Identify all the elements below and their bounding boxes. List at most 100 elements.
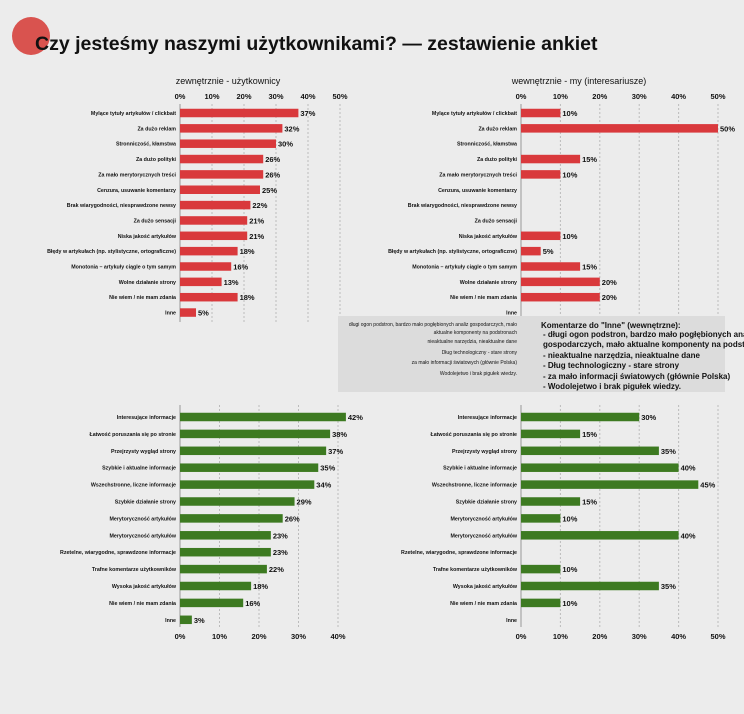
category-label: Wysoka jakość artykułów <box>112 584 177 590</box>
comment-line: długi ogon podstron, bardzo mało pogłębi… <box>348 322 517 336</box>
category-label: Wszechstronne, liczne informacje <box>432 483 517 489</box>
bar <box>521 480 699 489</box>
bar <box>521 108 561 118</box>
category-label: Za dużo sensacji <box>475 218 518 224</box>
category-label: Cenzura, usuwanie komentarzy <box>97 188 176 194</box>
category-label: Rzetelne, wiarygodne, sprawdzone informa… <box>401 550 517 556</box>
data-label: 35% <box>661 582 676 591</box>
bar <box>180 292 238 302</box>
category-label: Za mało merytorycznych treści <box>98 172 176 178</box>
bar <box>180 200 251 210</box>
data-label: 22% <box>269 565 284 574</box>
data-label: 15% <box>582 263 597 272</box>
data-label: 45% <box>700 481 715 490</box>
bar <box>180 547 271 557</box>
data-label: 21% <box>249 232 264 241</box>
tick-label: 20% <box>236 92 251 101</box>
category-label: Cenzura, usuwanie komentarzy <box>438 188 517 194</box>
bar <box>521 463 679 472</box>
bar <box>180 463 319 472</box>
data-label: 15% <box>582 155 597 164</box>
tick-label: 20% <box>592 632 607 641</box>
category-label: Merytoryczność artykułów <box>450 533 517 539</box>
category-label: Stronniczość, kłamstwa <box>116 142 176 148</box>
bar <box>180 514 283 523</box>
panel-title: wewnętrznie - my (interesariusze) <box>511 76 647 86</box>
bar <box>180 615 192 625</box>
bar <box>521 170 561 179</box>
category-label: Trafne komentarze użytkowników <box>433 567 518 573</box>
category-label: Interesujące informacje <box>117 415 176 421</box>
tick-label: 50% <box>332 92 347 101</box>
data-label: 16% <box>233 263 248 272</box>
category-label: Trafne komentarze użytkowników <box>92 567 177 573</box>
tick-label: 0% <box>516 632 527 641</box>
tick-label: 30% <box>632 92 647 101</box>
data-label: 40% <box>681 531 696 540</box>
bar <box>180 108 299 118</box>
bar <box>521 429 581 439</box>
category-label: Merytoryczność artykułów <box>109 533 176 539</box>
category-label: Interesujące informacje <box>458 415 517 421</box>
data-label: 25% <box>262 186 277 195</box>
bar <box>521 277 600 287</box>
category-label: Szybkie i aktualne informacje <box>443 466 517 472</box>
data-label: 26% <box>265 170 280 179</box>
bar <box>180 262 232 271</box>
bar <box>180 531 271 540</box>
tick-label: 30% <box>291 632 306 641</box>
data-label: 18% <box>253 582 268 591</box>
bar <box>180 170 264 179</box>
panel-title: zewnętrznie - użytkownicy <box>176 76 281 86</box>
category-label: Wolne działanie strony <box>460 280 517 286</box>
data-label: 10% <box>562 170 577 179</box>
tick-label: 0% <box>175 632 186 641</box>
data-label: 3% <box>194 616 205 625</box>
category-label: Za dużo sensacji <box>134 218 177 224</box>
category-label: Monotonia – artykuły ciągle o tym samym <box>412 265 517 271</box>
bar <box>180 246 238 256</box>
data-label: 37% <box>328 447 343 456</box>
data-label: 40% <box>681 464 696 473</box>
comments-categories: długi ogon podstron, bardzo mało pogłębi… <box>347 322 517 379</box>
data-label: 35% <box>320 464 335 473</box>
data-label: 10% <box>562 109 577 118</box>
category-label: Błędy w artykułach (np. stylistyczne, or… <box>388 249 517 255</box>
bar <box>521 246 541 256</box>
category-label: Wolne działanie strony <box>119 280 176 286</box>
category-label: Wszechstronne, liczne informacje <box>91 483 176 489</box>
bar <box>180 429 331 439</box>
bar <box>180 446 327 456</box>
category-label: Rzetelne, wiarygodne, sprawdzone informa… <box>60 550 176 556</box>
comments-text: - długi ogon podstron, bardzo mało pogłę… <box>543 330 744 392</box>
data-label: 23% <box>273 548 288 557</box>
category-label: Za dużo polityki <box>136 157 177 163</box>
accent-circle <box>12 17 50 55</box>
tick-label: 10% <box>212 632 227 641</box>
category-label: Szybkie działanie strony <box>115 500 176 506</box>
category-label: Łatwość poruszania się po stronie <box>430 432 517 438</box>
data-label: 23% <box>273 531 288 540</box>
data-label: 13% <box>224 278 239 287</box>
data-label: 20% <box>602 278 617 287</box>
bar <box>521 581 659 591</box>
comment-line: nieaktualne narzędzia, nieaktualne dane <box>427 339 517 345</box>
bar <box>180 598 244 608</box>
data-label: 26% <box>265 155 280 164</box>
data-label: 21% <box>249 216 264 225</box>
bar <box>521 124 718 133</box>
bar <box>180 124 283 133</box>
bar <box>180 412 346 422</box>
category-label: Za dużo reklam <box>137 126 176 132</box>
tick-label: 30% <box>268 92 283 101</box>
data-label: 15% <box>582 430 597 439</box>
tick-label: 20% <box>251 632 266 641</box>
tick-label: 40% <box>300 92 315 101</box>
category-label: Mylące tytuły artykułów / clickbait <box>91 111 176 117</box>
data-label: 22% <box>252 201 267 210</box>
category-label: Przejrzysty wygląd strony <box>111 449 176 455</box>
category-label: Brak wiarygodności, niesprawdzone newsy <box>67 203 176 209</box>
data-label: 34% <box>316 481 331 490</box>
data-label: 16% <box>245 599 260 608</box>
comment-line: Wodolejetwo i brak pigułek wiedzy. <box>439 370 517 377</box>
